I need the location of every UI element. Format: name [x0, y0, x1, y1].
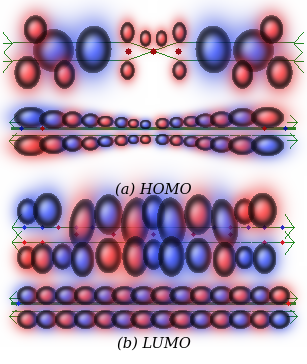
Text: (b) LUMO: (b) LUMO [117, 337, 190, 351]
Text: (a) HOMO: (a) HOMO [115, 183, 192, 197]
